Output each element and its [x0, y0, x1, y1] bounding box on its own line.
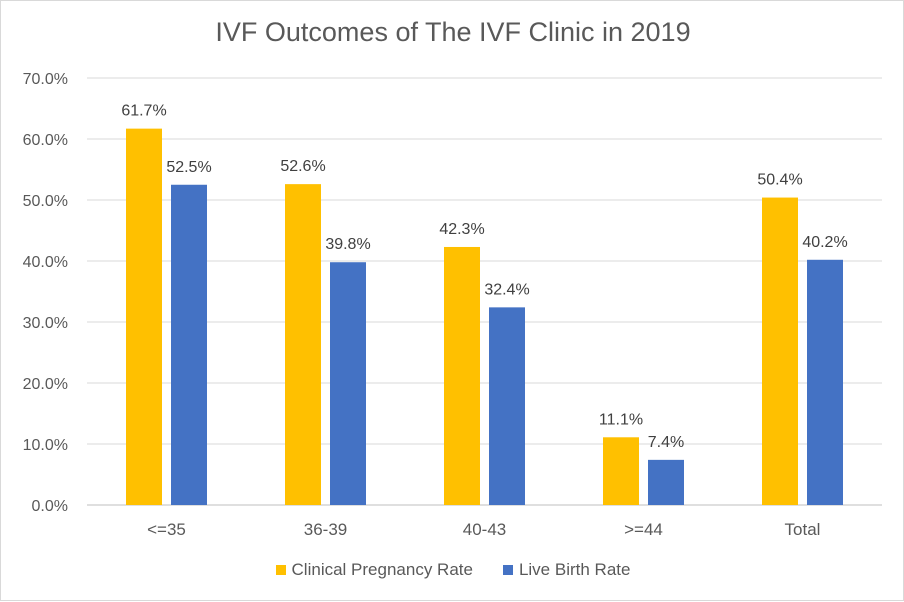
data-label: 42.3%	[439, 221, 484, 238]
bar	[444, 246, 480, 505]
y-tick-label: 70.0%	[23, 71, 68, 88]
y-tick-label: 10.0%	[23, 437, 68, 454]
bar	[807, 259, 843, 505]
bar	[171, 184, 207, 505]
x-tick-label: >=44	[624, 520, 663, 539]
data-label: 52.5%	[166, 159, 211, 176]
data-label: 39.8%	[325, 236, 370, 253]
x-tick-label: 40-43	[463, 520, 506, 539]
x-tick-label: 36-39	[304, 520, 347, 539]
y-tick-label: 50.0%	[23, 193, 68, 210]
x-tick-label: <=35	[147, 520, 186, 539]
x-tick-label: Total	[785, 520, 821, 539]
data-label: 32.4%	[484, 281, 529, 298]
data-label: 40.2%	[802, 234, 847, 251]
data-label: 50.4%	[757, 172, 802, 189]
data-label: 61.7%	[121, 103, 166, 120]
legend-swatch	[275, 565, 286, 575]
chart-legend: Clinical Pregnancy Rate Live Birth Rate	[1, 560, 904, 580]
data-label: 52.6%	[280, 158, 325, 175]
bar	[762, 197, 798, 505]
chart-title: IVF Outcomes of The IVF Clinic in 2019	[215, 17, 691, 47]
legend-item: Clinical Pregnancy Rate	[275, 560, 473, 580]
legend-label: Clinical Pregnancy Rate	[291, 560, 473, 579]
bar	[126, 128, 162, 505]
bar	[603, 437, 639, 505]
bar	[330, 262, 366, 505]
legend-swatch	[502, 565, 513, 575]
legend-item: Live Birth Rate	[502, 560, 631, 580]
y-tick-label: 20.0%	[23, 376, 68, 393]
bar	[648, 459, 684, 505]
y-tick-label: 40.0%	[23, 254, 68, 271]
y-tick-label: 60.0%	[23, 132, 68, 149]
bar	[285, 184, 321, 505]
y-tick-label: 0.0%	[32, 498, 68, 515]
legend-label: Live Birth Rate	[518, 560, 631, 579]
data-label: 11.1%	[599, 411, 643, 428]
y-tick-label: 30.0%	[23, 315, 68, 332]
data-label: 7.4%	[648, 434, 684, 451]
bar	[489, 307, 525, 505]
